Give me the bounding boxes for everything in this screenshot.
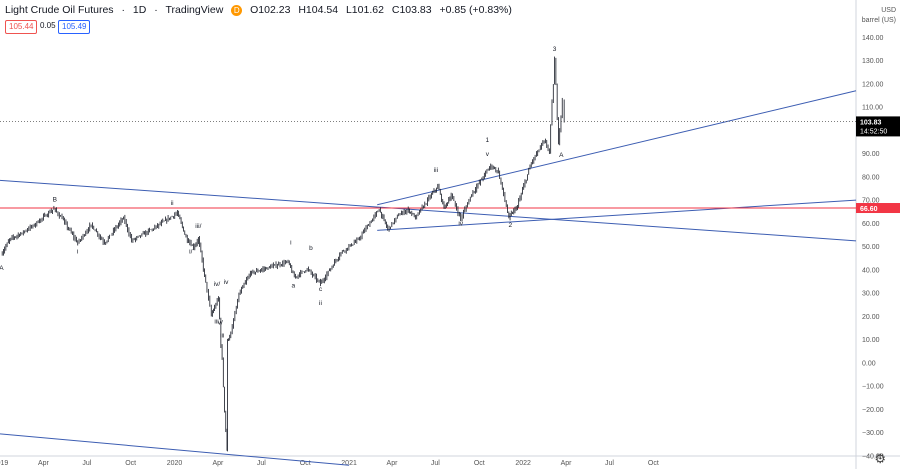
symbol-title[interactable]: Light Crude Oil Futures bbox=[5, 4, 114, 16]
y-tick-label: 130.00 bbox=[862, 58, 884, 65]
x-tick-label: Apr bbox=[561, 460, 573, 467]
x-tick-label: Jul bbox=[257, 460, 266, 467]
trendline bbox=[0, 179, 857, 242]
level-price-label: 66.60 bbox=[860, 206, 878, 213]
wave-label: b bbox=[309, 245, 313, 252]
wave-label: i/ bbox=[189, 249, 192, 256]
x-tick-label: Oct bbox=[125, 460, 136, 467]
sell-price-button[interactable]: 105.44 bbox=[5, 20, 38, 34]
y-tick-label: −40.00 bbox=[862, 454, 884, 461]
y-tick-label: 80.00 bbox=[862, 174, 880, 181]
wave-label: 2 bbox=[508, 222, 512, 229]
x-tick-label: Apr bbox=[387, 460, 399, 467]
legend-separator: · bbox=[121, 4, 125, 16]
wave-label: ii bbox=[171, 200, 174, 207]
x-tick-label: 2021 bbox=[341, 460, 357, 467]
trendline bbox=[377, 90, 857, 206]
trendline bbox=[0, 433, 350, 466]
y-tick-label: 110.00 bbox=[862, 105, 883, 112]
delayed-badge-icon: D bbox=[231, 4, 243, 16]
wave-label: i bbox=[77, 249, 78, 256]
settings-gear-icon[interactable]: ⚙ bbox=[874, 451, 886, 466]
interval-label[interactable]: 1D bbox=[132, 4, 147, 16]
wave-label: iii bbox=[220, 332, 224, 339]
current-price-label: 103.83 bbox=[860, 119, 882, 126]
x-tick-label: Apr bbox=[38, 460, 50, 467]
x-tick-label: Jul bbox=[605, 460, 614, 467]
source-label: TradingView bbox=[165, 4, 224, 16]
wave-label: i bbox=[290, 239, 291, 246]
x-tick-label: 2022 bbox=[515, 460, 531, 467]
y-tick-label: 40.00 bbox=[862, 267, 880, 274]
x-tick-label: Jul bbox=[82, 460, 91, 467]
low-value: L101.62 bbox=[345, 4, 384, 16]
high-value: H104.54 bbox=[298, 4, 339, 16]
change-value: +0.85 (+0.83%) bbox=[439, 4, 512, 16]
y-tick-label: −10.00 bbox=[862, 384, 884, 391]
y-tick-label: 90.00 bbox=[862, 151, 880, 158]
close-value: C103.83 bbox=[391, 4, 432, 16]
wave-label: c bbox=[319, 286, 323, 293]
y-tick-label: 70.00 bbox=[862, 198, 880, 205]
wave-label: a bbox=[291, 282, 295, 289]
buy-price-button[interactable]: 105.49 bbox=[58, 20, 91, 34]
y-tick-label: 30.00 bbox=[862, 291, 880, 298]
wave-label: iv bbox=[458, 221, 463, 228]
wave-label: ii bbox=[319, 300, 322, 307]
wave-label: iii bbox=[434, 167, 438, 174]
wave-label: v/ bbox=[218, 320, 223, 327]
x-tick-label: Jul bbox=[431, 460, 440, 467]
wave-label: A bbox=[559, 152, 564, 159]
open-value: O102.23 bbox=[250, 4, 291, 16]
x-tick-label: Oct bbox=[648, 460, 659, 467]
x-tick-label: Oct bbox=[474, 460, 485, 467]
wave-label: iii bbox=[214, 318, 218, 325]
wave-label: 3 bbox=[553, 46, 557, 53]
wave-label: iv/ bbox=[214, 281, 221, 288]
y-tick-label: 0.00 bbox=[862, 360, 876, 367]
unit-label[interactable]: barrel (US) bbox=[861, 17, 896, 24]
current-price-tag bbox=[856, 116, 900, 137]
x-tick-label: 2020 bbox=[167, 460, 183, 467]
wave-label: iii/ bbox=[195, 223, 201, 230]
spread-label: 0.05 bbox=[40, 21, 56, 30]
trendline bbox=[377, 199, 857, 231]
wave-label: 1 bbox=[486, 137, 490, 144]
y-tick-label: 10.00 bbox=[862, 337, 880, 344]
legend-separator: · bbox=[154, 4, 158, 16]
countdown-label: 14:52:50 bbox=[860, 128, 887, 135]
wave-label: B bbox=[53, 196, 57, 203]
currency-label[interactable]: USD bbox=[881, 7, 896, 14]
y-tick-label: −30.00 bbox=[862, 430, 884, 437]
x-tick-label: Apr bbox=[212, 460, 224, 467]
wave-label: iv bbox=[224, 279, 229, 286]
x-tick-label: Oct bbox=[300, 460, 311, 467]
wave-label: A bbox=[0, 265, 4, 272]
y-tick-label: 120.00 bbox=[862, 81, 884, 88]
y-tick-label: 20.00 bbox=[862, 314, 880, 321]
y-tick-label: −20.00 bbox=[862, 407, 884, 414]
level-price-tag bbox=[856, 203, 900, 214]
y-tick-label: 50.00 bbox=[862, 244, 880, 251]
wave-label: v bbox=[486, 151, 490, 158]
chart-legend: Light Crude Oil Futures · 1D · TradingVi… bbox=[5, 4, 517, 16]
y-tick-label: 140.00 bbox=[862, 35, 884, 42]
y-tick-label: 60.00 bbox=[862, 221, 880, 228]
x-tick-label: 2019 bbox=[0, 460, 8, 467]
